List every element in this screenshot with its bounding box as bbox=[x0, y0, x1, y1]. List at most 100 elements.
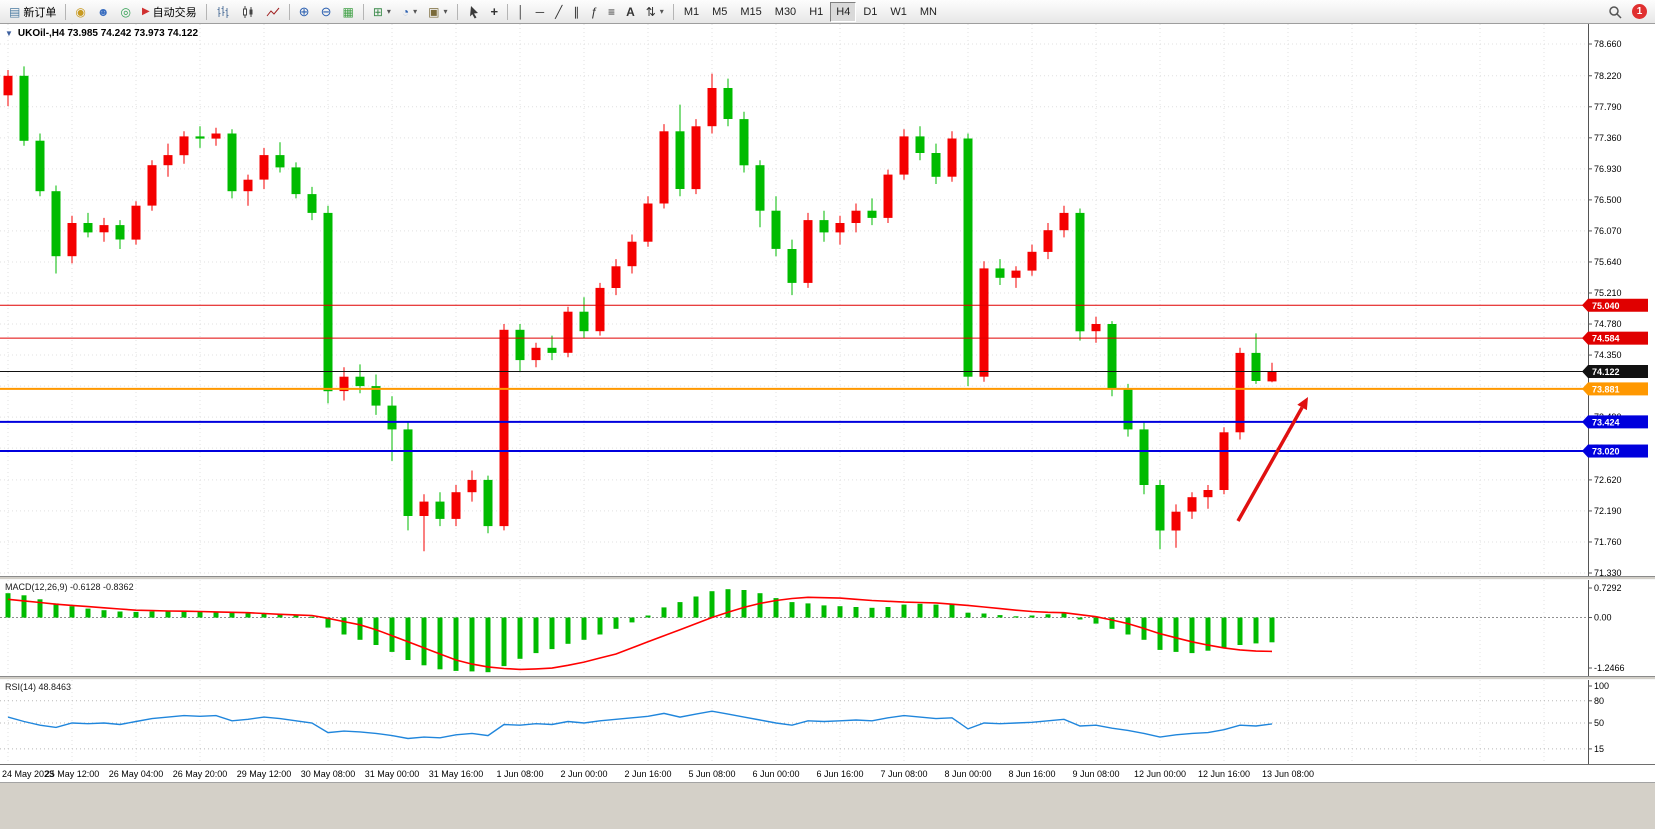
price-chart-canvas[interactable]: 78.660 78.220 77.790 77.360 76.930 76.500 76.0… bbox=[0, 24, 1655, 576]
time-axis-label: 12 Jun 00:00 bbox=[1133, 769, 1187, 779]
timeframe-w1-button[interactable]: W1 bbox=[884, 2, 913, 22]
timeframe-h4-button[interactable]: H4 bbox=[830, 1, 857, 22]
new-order-button[interactable]: ▤ 新订单 bbox=[4, 1, 61, 22]
toolbar-separator bbox=[205, 3, 207, 20]
crosshair-icon: + bbox=[490, 4, 499, 19]
globe-ring-icon: ◎ bbox=[120, 4, 131, 19]
cursor-button[interactable] bbox=[462, 1, 485, 22]
timeframe-h1-button[interactable]: H1 bbox=[803, 2, 829, 22]
macd-panel: 0.7292 0.00 -1.2466 MACD(12,26,9) -0.6128 … bbox=[0, 580, 1655, 676]
template-box-icon: ▣ bbox=[428, 4, 440, 19]
new-chart-icon: ⊞ bbox=[372, 4, 383, 19]
zoom-out-button[interactable]: ⊖ bbox=[316, 1, 337, 22]
zoom-out-icon: ⊖ bbox=[320, 4, 332, 19]
timeframe-m30-button[interactable]: M30 bbox=[769, 2, 802, 22]
time-axis-label: 7 Jun 08:00 bbox=[880, 769, 928, 779]
profile-button[interactable]: ☻ bbox=[92, 1, 115, 22]
line-chart-type-button[interactable] bbox=[261, 1, 285, 22]
notifications-badge[interactable]: 1 bbox=[1632, 4, 1647, 19]
rsi-canvas[interactable]: 100 80 50 15 bbox=[0, 680, 1655, 764]
price-axis-label: 77.360 bbox=[1594, 133, 1622, 143]
rsi-axis-label: 15 bbox=[1594, 744, 1604, 754]
community-button[interactable]: ◎ bbox=[115, 1, 135, 22]
candlesticks-icon bbox=[242, 5, 253, 18]
arrows-tool-button[interactable]: ⇅ ▾ bbox=[641, 1, 669, 22]
tile-windows-icon: ▦ bbox=[342, 4, 354, 19]
macd-label: MACD(12,26,9) -0.6128 -0.8362 bbox=[5, 582, 134, 592]
search-button[interactable] bbox=[1603, 1, 1627, 22]
macd-canvas[interactable]: 0.7292 0.00 -1.2466 bbox=[0, 580, 1655, 676]
panel-resize-handle[interactable] bbox=[0, 676, 1655, 680]
market-watch-button[interactable]: ◉ bbox=[70, 1, 90, 22]
time-axis-label: 31 May 00:00 bbox=[364, 769, 420, 779]
horizontal-line-tool-button[interactable]: ─ bbox=[531, 1, 550, 22]
time-axis-label: 2 Jun 16:00 bbox=[624, 769, 672, 779]
autotrading-play-icon: ▶ bbox=[141, 5, 150, 17]
time-axis[interactable]: 24 May 2023 25 May 12:00 26 May 04:00 26 Ma… bbox=[0, 764, 1655, 782]
price-axis-label: 71.330 bbox=[1594, 568, 1622, 576]
bar-chart-type-button[interactable] bbox=[211, 1, 235, 22]
time-axis-label: 26 May 20:00 bbox=[172, 769, 228, 779]
zoom-in-button[interactable]: ⊕ bbox=[294, 1, 315, 22]
text-tool-button[interactable]: A bbox=[621, 1, 640, 22]
tile-windows-button[interactable]: ▦ bbox=[337, 1, 358, 22]
timeframe-m15-button[interactable]: M15 bbox=[734, 2, 767, 22]
svg-text:73.881: 73.881 bbox=[1592, 384, 1620, 394]
time-axis-label: 12 Jun 16:00 bbox=[1197, 769, 1251, 779]
chevron-down-icon: ▾ bbox=[443, 7, 448, 16]
macd-signal-line bbox=[7, 596, 1273, 671]
autotrading-button[interactable]: ▶ 自动交易 bbox=[137, 1, 202, 22]
price-axis-label: 77.790 bbox=[1594, 102, 1622, 112]
chevron-down-icon: ▾ bbox=[386, 7, 391, 16]
levels-icon: ≡ bbox=[608, 4, 616, 19]
macd-axis-label: 0.7292 bbox=[1594, 583, 1622, 593]
timeframe-d1-button[interactable]: D1 bbox=[857, 2, 883, 22]
svg-text:74.122: 74.122 bbox=[1592, 367, 1620, 377]
chevron-down-icon: ▾ bbox=[659, 7, 664, 16]
price-axis-label: 71.760 bbox=[1594, 537, 1622, 547]
price-tag-73.020: 73.020 bbox=[1582, 444, 1648, 458]
text-label-icon: A bbox=[626, 4, 635, 19]
crosshair-button[interactable]: + bbox=[486, 1, 504, 22]
price-axis-label: 78.660 bbox=[1594, 39, 1622, 49]
periods-button[interactable]: ◔ ▾ bbox=[397, 1, 422, 22]
cursor-arrow-icon bbox=[469, 5, 478, 18]
rsi-axis-label: 100 bbox=[1594, 681, 1609, 691]
trend-arrow-annotation[interactable] bbox=[1236, 397, 1308, 522]
fibonacci-tool-button[interactable]: ƒ bbox=[585, 1, 602, 22]
channel-tool-button[interactable]: ∥ bbox=[568, 1, 584, 22]
templates-button[interactable]: ▣ ▾ bbox=[423, 1, 452, 22]
timeframe-m1-button[interactable]: M1 bbox=[678, 2, 705, 22]
svg-text:75.040: 75.040 bbox=[1592, 301, 1620, 311]
time-axis-label: 26 May 04:00 bbox=[108, 769, 164, 779]
price-axis-label: 78.220 bbox=[1594, 71, 1622, 81]
quick-trade-toggle[interactable]: ▼ bbox=[5, 29, 13, 38]
macd-axis-label: -1.2466 bbox=[1594, 663, 1625, 673]
time-axis-label: 30 May 08:00 bbox=[300, 769, 356, 779]
new-chart-button[interactable]: ⊞ ▾ bbox=[368, 1, 396, 22]
vertical-line-tool-button[interactable]: │ bbox=[512, 1, 530, 22]
price-axis-label: 76.070 bbox=[1594, 226, 1622, 236]
time-axis-label: 31 May 16:00 bbox=[428, 769, 484, 779]
chevron-down-icon: ▾ bbox=[413, 7, 418, 16]
main-chart-panel: 78.660 78.220 77.790 77.360 76.930 76.500 76.0… bbox=[0, 24, 1655, 576]
rsi-panel: 100 80 50 15 RSI(14) 48.8463 bbox=[0, 680, 1655, 764]
main-toolbar: ▤ 新订单 ◉ ☻ ◎ ▶ 自动交易 ⊕ ⊖ ▦ bbox=[0, 0, 1655, 24]
candlestick-chart-type-button[interactable] bbox=[236, 1, 260, 22]
toolbar-separator bbox=[288, 3, 290, 20]
toolbar-separator bbox=[456, 3, 458, 20]
timeframe-mn-button[interactable]: MN bbox=[914, 2, 943, 22]
panel-resize-handle[interactable] bbox=[0, 576, 1655, 580]
line-chart-icon bbox=[266, 7, 280, 16]
time-axis-label: 6 Jun 16:00 bbox=[816, 769, 864, 779]
timeframe-m5-button[interactable]: M5 bbox=[706, 2, 733, 22]
trendline-tool-button[interactable]: ╱ bbox=[550, 1, 567, 22]
rsi-axis-label: 50 bbox=[1594, 718, 1604, 728]
price-tag-74.584: 74.584 bbox=[1582, 331, 1648, 345]
ohlc-bars-icon bbox=[217, 5, 229, 18]
channel-icon: ∥ bbox=[573, 4, 580, 19]
fibonacci-icon: ƒ bbox=[590, 4, 598, 19]
price-axis-label: 72.190 bbox=[1594, 506, 1622, 516]
levels-tool-button[interactable]: ≡ bbox=[603, 1, 620, 22]
arrows-icon: ⇅ bbox=[645, 4, 656, 19]
